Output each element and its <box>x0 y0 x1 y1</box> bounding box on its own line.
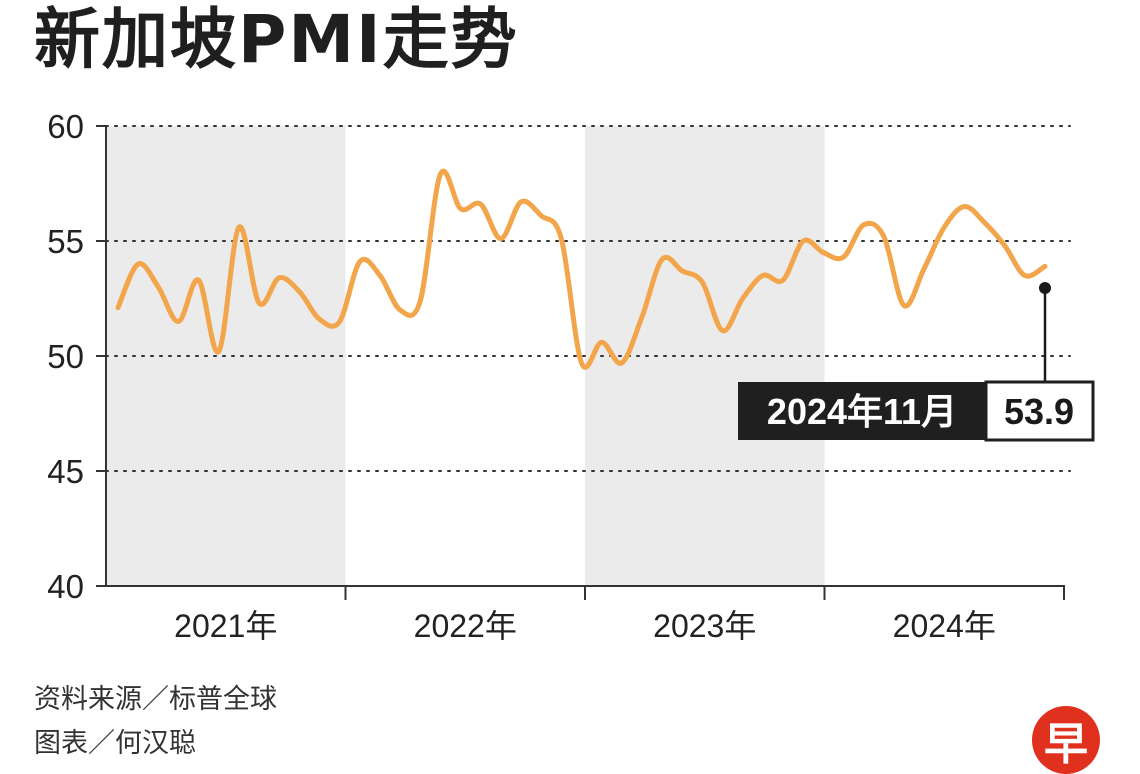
zaobao-logo: 早 <box>1032 706 1100 774</box>
source-note: 资料来源／标普全球 <box>34 684 277 715</box>
callout-value-label: 53.9 <box>1004 391 1074 432</box>
y-tick-labels: 40 45 50 55 60 <box>47 108 84 605</box>
axes <box>96 125 1065 600</box>
y-tick-label: 45 <box>47 453 84 490</box>
x-year-label: 2021年 <box>174 608 277 644</box>
y-tick-label: 60 <box>47 108 84 145</box>
callout-label-box <box>738 382 986 440</box>
chart-title: 新加坡PMI走势 <box>34 1 519 78</box>
y-tick-label: 40 <box>47 568 84 605</box>
x-year-label: 2024年 <box>893 608 996 644</box>
x-year-label: 2022年 <box>414 608 517 644</box>
pmi-series-line <box>115 168 1048 370</box>
latest-value-callout: 2024年11月 53.9 <box>738 282 1095 442</box>
x-year-label: 2023年 <box>653 608 756 644</box>
y-tick-label: 55 <box>47 223 84 260</box>
callout-value-box <box>984 380 1095 442</box>
chart-credit: 图表／何汉聪 <box>34 728 196 759</box>
x-year-labels: 2021年 2022年 2023年 2024年 <box>174 608 996 644</box>
y-tick-label: 50 <box>47 338 84 375</box>
gridlines <box>105 125 1071 472</box>
callout-date-label: 2024年11月 <box>767 391 957 432</box>
